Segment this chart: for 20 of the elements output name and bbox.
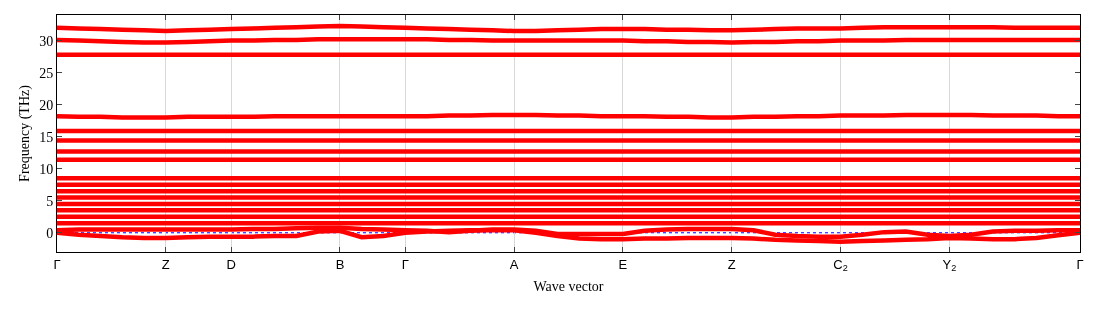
x-tick-label: Γ xyxy=(1076,256,1084,272)
y-tick-label: 15 xyxy=(39,129,54,145)
x-axis-title: Wave vector xyxy=(533,278,604,294)
x-tick-label: Γ xyxy=(53,256,61,272)
x-tick-label: D xyxy=(226,256,236,272)
x-tick-label: A xyxy=(509,256,519,272)
y-tick-label: 0 xyxy=(46,225,54,241)
y-axis-title: Frequency (THz) xyxy=(16,84,33,182)
x-tick-label: C$_{2}$ xyxy=(833,256,848,274)
y-tick-label: 5 xyxy=(46,193,54,209)
x-tick-label: E xyxy=(618,256,628,272)
y-tick-label: 25 xyxy=(39,65,54,81)
x-tick-label: Z xyxy=(727,256,736,272)
x-tick-label: Z xyxy=(161,256,170,272)
x-tick-label: Γ xyxy=(401,256,409,272)
y-tick-label: 30 xyxy=(39,33,54,49)
y-tick-label: 10 xyxy=(39,161,54,177)
x-tick-label: B xyxy=(335,256,345,272)
x-tick-label: Y$_{2}$ xyxy=(942,256,957,274)
y-tick-label: 20 xyxy=(39,97,54,113)
